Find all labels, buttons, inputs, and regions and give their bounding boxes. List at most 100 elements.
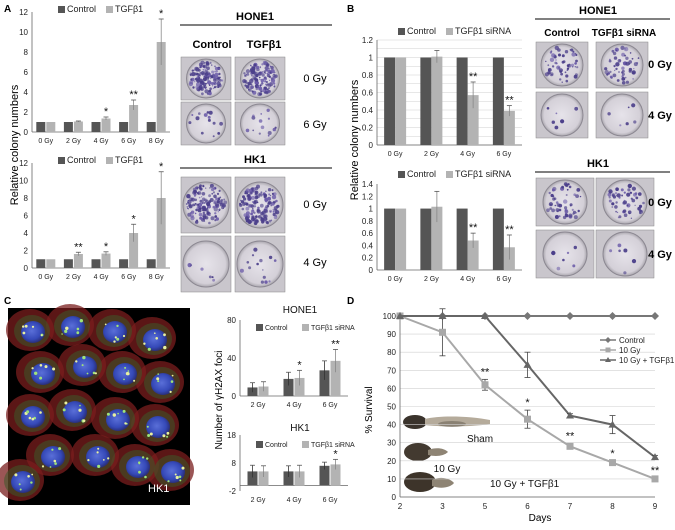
colony-dot bbox=[221, 79, 224, 82]
y-tick-label: 10 bbox=[387, 475, 396, 484]
colony-dot bbox=[214, 65, 216, 68]
colony-dot bbox=[199, 184, 202, 188]
colony-dot bbox=[214, 212, 217, 215]
legend-label: TGFβ1 siRNA bbox=[455, 26, 511, 36]
bar-control bbox=[119, 122, 129, 132]
colony-dot bbox=[213, 200, 217, 204]
foci-dot bbox=[123, 378, 125, 381]
colony-dot bbox=[199, 206, 202, 208]
bar-treatment bbox=[46, 122, 56, 132]
colony-dot bbox=[214, 70, 217, 73]
colony-dot bbox=[549, 207, 553, 210]
bar-control bbox=[119, 259, 129, 268]
colony-dot bbox=[628, 67, 633, 72]
colony-dot bbox=[259, 92, 263, 96]
colony-dot bbox=[210, 216, 215, 221]
colony-dot bbox=[560, 119, 565, 124]
foci-dot bbox=[76, 327, 80, 331]
bar-control bbox=[63, 259, 73, 268]
colony-dot bbox=[572, 212, 575, 215]
colony-dot bbox=[266, 74, 270, 78]
colony-dot bbox=[211, 187, 215, 192]
foci-dot bbox=[141, 456, 145, 459]
colony-dot bbox=[267, 134, 270, 137]
colony-dot bbox=[256, 194, 260, 199]
cell-nucleus bbox=[63, 401, 87, 423]
plate-dish bbox=[600, 43, 644, 87]
bar-treatment bbox=[330, 464, 341, 486]
legend-swatch bbox=[398, 171, 405, 178]
colony-dot bbox=[565, 194, 568, 196]
x-tick-label: 6 Gy bbox=[496, 151, 511, 158]
plate-dish bbox=[542, 231, 588, 277]
fish-10gy bbox=[404, 443, 448, 461]
foci-dot bbox=[51, 448, 54, 451]
panel-label-d: D bbox=[347, 296, 354, 307]
colony-dot bbox=[255, 215, 258, 218]
colony-dot bbox=[630, 217, 633, 219]
colony-dot bbox=[259, 203, 264, 208]
colony-dot bbox=[251, 69, 256, 73]
colony-dot bbox=[218, 208, 221, 211]
foci-dot bbox=[147, 347, 151, 351]
colony-dot bbox=[252, 129, 255, 132]
colony-dot bbox=[548, 191, 551, 195]
bar-control bbox=[146, 122, 156, 132]
colony-dot bbox=[253, 211, 256, 214]
colony-dot bbox=[574, 106, 579, 111]
panel-label-a: A bbox=[4, 4, 11, 15]
colony-dot bbox=[256, 262, 259, 266]
foci-dot bbox=[44, 365, 48, 369]
colony-dot bbox=[558, 215, 561, 218]
bar-treatment bbox=[73, 121, 83, 132]
colony-dot bbox=[268, 67, 270, 70]
foci-dot bbox=[163, 333, 166, 337]
x-tick-label: 8 Gy bbox=[149, 138, 164, 145]
foci-dot bbox=[178, 475, 182, 479]
colony-dot bbox=[209, 61, 212, 64]
plate-dish bbox=[600, 93, 644, 137]
colony-dot bbox=[569, 63, 571, 65]
colony-dot bbox=[197, 203, 199, 206]
colony-dot bbox=[188, 121, 192, 125]
colony-dot bbox=[551, 53, 556, 58]
colony-dot bbox=[614, 47, 619, 52]
bar-control bbox=[384, 208, 396, 270]
data-point bbox=[524, 415, 531, 423]
colony-dot bbox=[631, 57, 634, 60]
colony-dot bbox=[198, 202, 203, 207]
colony-dot bbox=[269, 194, 272, 197]
colony-dot bbox=[250, 64, 252, 67]
colony-dot bbox=[614, 69, 616, 72]
colony-dot bbox=[254, 190, 259, 195]
foci-dot bbox=[146, 457, 149, 460]
colony-dot bbox=[638, 192, 642, 196]
x-tick-label: 8 bbox=[610, 502, 615, 511]
colony-dot bbox=[241, 207, 245, 211]
foci-dot bbox=[124, 366, 127, 369]
colony-dot bbox=[258, 86, 263, 91]
colony-dot bbox=[217, 211, 219, 213]
colony-dot bbox=[195, 67, 200, 72]
colony-dot bbox=[215, 78, 219, 82]
colony-dot bbox=[266, 63, 270, 67]
significance-mark: * bbox=[104, 241, 109, 253]
colony-dot bbox=[251, 187, 254, 191]
colony-dot bbox=[547, 64, 550, 67]
colony-dot bbox=[269, 70, 271, 72]
foci-dot bbox=[170, 380, 174, 383]
data-point bbox=[609, 459, 616, 467]
y-tick-label: 10 bbox=[19, 28, 28, 37]
colony-dot bbox=[245, 128, 250, 133]
colony-dot bbox=[565, 74, 569, 78]
colony-dot bbox=[211, 70, 215, 74]
cell-nucleus bbox=[21, 406, 45, 428]
colony-dot bbox=[207, 115, 211, 119]
colony-dot bbox=[611, 49, 615, 53]
y-tick-label: 2 bbox=[24, 108, 29, 117]
colony-dot bbox=[199, 199, 203, 203]
colony-dot bbox=[632, 78, 634, 80]
colony-dot bbox=[198, 74, 200, 76]
colony-dot bbox=[218, 72, 221, 76]
legend-swatch bbox=[106, 157, 113, 164]
